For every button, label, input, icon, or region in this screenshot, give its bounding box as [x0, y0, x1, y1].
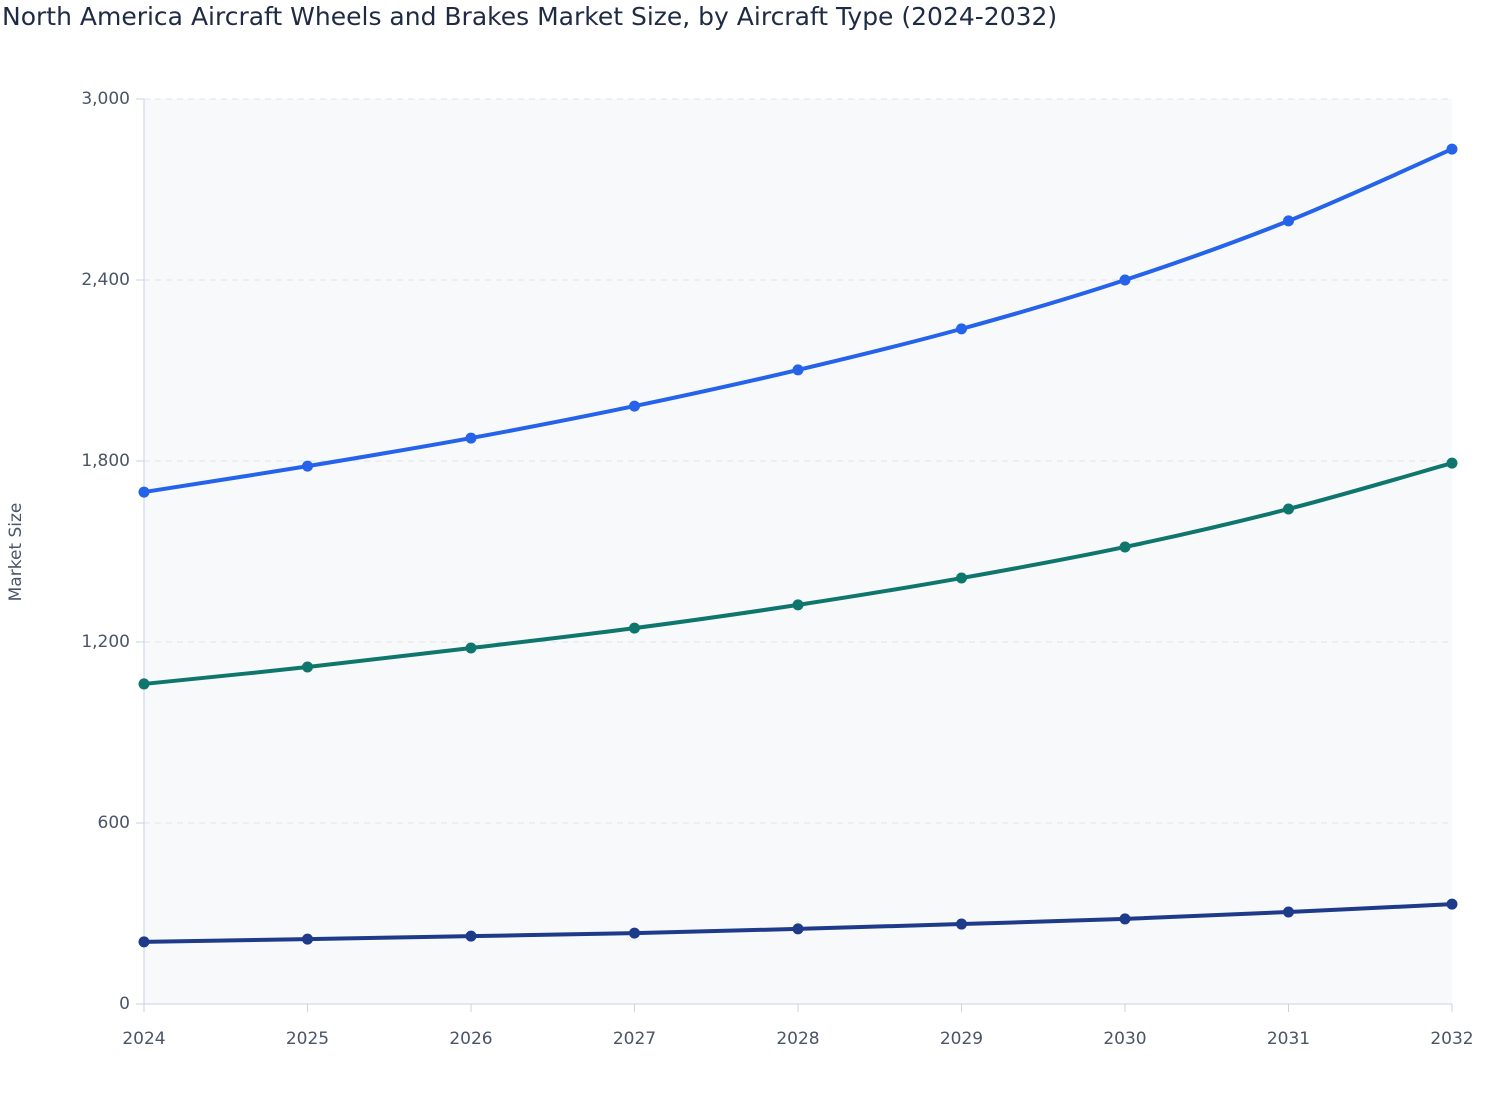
series-line	[143, 147, 1453, 495]
data-point	[138, 486, 150, 498]
x-tick-label: 2025	[286, 1029, 329, 1049]
data-point	[1446, 143, 1458, 155]
data-point	[302, 460, 313, 472]
x-tick-label: 2027	[613, 1029, 656, 1049]
data-point	[956, 918, 967, 930]
data-point	[465, 642, 477, 654]
data-point	[792, 364, 804, 376]
data-point	[1119, 274, 1131, 286]
data-point	[302, 933, 313, 945]
data-point	[465, 432, 477, 444]
x-tick-label: 2026	[449, 1029, 492, 1049]
data-point	[629, 622, 640, 634]
data-point	[629, 927, 640, 939]
plot-area	[144, 99, 1452, 1004]
data-point	[1119, 913, 1131, 925]
data-point	[792, 923, 804, 935]
y-tick-label: 3,000	[81, 89, 130, 109]
data-point	[1283, 906, 1294, 918]
chart-title: North America Aircraft Wheels and Brakes…	[2, 2, 1057, 31]
data-point	[138, 678, 150, 690]
y-tick-label: 600	[98, 813, 130, 833]
data-point	[1283, 215, 1294, 227]
y-tick-label: 2,400	[81, 270, 130, 290]
x-tick-label: 2028	[776, 1029, 819, 1049]
data-point	[1446, 898, 1458, 910]
x-tick-label: 2031	[1267, 1029, 1310, 1049]
x-tick-label: 2029	[940, 1029, 983, 1049]
data-point	[1283, 503, 1294, 515]
x-tick-label: 2032	[1430, 1029, 1473, 1049]
data-point	[956, 323, 967, 335]
data-point	[465, 930, 477, 942]
y-tick-label: 0	[119, 994, 130, 1014]
data-point	[138, 936, 150, 948]
y-tick-label: 1,200	[81, 632, 130, 652]
data-point	[302, 661, 313, 673]
data-point	[792, 599, 804, 611]
y-axis-label: Market Size	[6, 503, 26, 602]
x-tick-label: 2030	[1103, 1029, 1146, 1049]
data-point	[1446, 457, 1458, 469]
x-tick-label: 2024	[122, 1029, 165, 1049]
data-point	[629, 400, 640, 412]
y-tick-label: 1,800	[81, 451, 130, 471]
data-point	[956, 572, 967, 584]
data-point	[1119, 541, 1131, 553]
